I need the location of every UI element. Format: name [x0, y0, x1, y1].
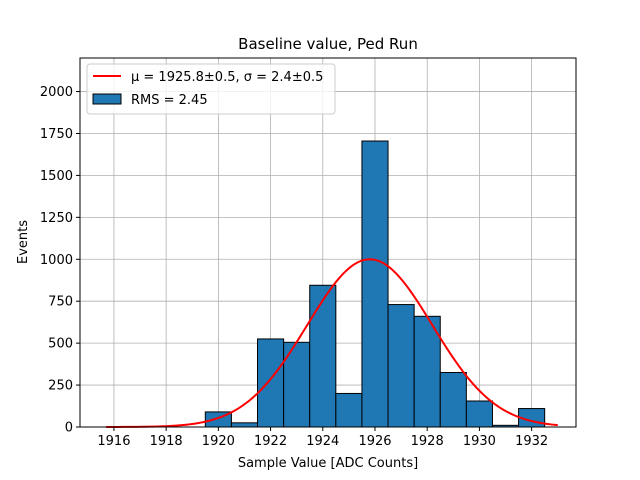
histogram-bar [335, 392, 363, 428]
fit-curve [106, 258, 558, 428]
y-tick-label: 250 [48, 379, 73, 394]
histogram-bar [230, 422, 259, 428]
legend-rms-label: RMS = 2.45 [131, 93, 208, 108]
x-tick-label: 1922 [254, 434, 287, 449]
histogram-bar [413, 315, 441, 428]
histogram-bar [361, 140, 389, 428]
y-tick-label: 0 [65, 421, 73, 436]
y-tick-label: 1750 [40, 127, 73, 142]
x-tick-label: 1920 [202, 434, 235, 449]
x-tick-label: 1918 [150, 434, 183, 449]
x-tick-label: 1930 [463, 434, 496, 449]
y-tick-label: 1500 [40, 169, 73, 184]
y-tick-label: 1250 [40, 211, 73, 226]
legend-histogram-patch [92, 93, 122, 105]
y-axis-label: Events [16, 220, 31, 264]
y-tick-label: 1000 [40, 253, 73, 268]
y-tick-label: 750 [48, 295, 73, 310]
y-tick-label: 2000 [40, 85, 73, 100]
histogram-bar [465, 400, 493, 428]
plot-frame [79, 57, 577, 428]
legend-frame [86, 63, 336, 115]
histogram-bar [257, 338, 285, 428]
x-axis-ticks: 1916 1918 1920 1922 1924 1926 1928 1930 1932 [97, 427, 548, 449]
x-tick-label: 1928 [411, 434, 444, 449]
chart-title: Baseline value, Ped Run [238, 35, 418, 53]
legend: μ = 1925.8±0.5, σ = 2.4±0.5 RMS = 2.45 [86, 63, 336, 115]
histogram-bar [309, 284, 337, 428]
x-tick-label: 1924 [306, 434, 339, 449]
histogram-bar [439, 371, 467, 428]
y-tick-label: 500 [48, 337, 73, 352]
histogram-bar [387, 304, 415, 428]
x-axis-label: Sample Value [ADC Counts] [238, 456, 418, 471]
x-tick-label: 1926 [358, 434, 391, 449]
x-tick-label: 1932 [515, 434, 548, 449]
legend-fit-label: μ = 1925.8±0.5, σ = 2.4±0.5 [131, 70, 323, 85]
x-tick-label: 1916 [97, 434, 130, 449]
y-axis-ticks: 0 250 500 750 1000 1250 1500 1750 2000 [40, 85, 80, 436]
gaussian-fit [106, 258, 558, 428]
